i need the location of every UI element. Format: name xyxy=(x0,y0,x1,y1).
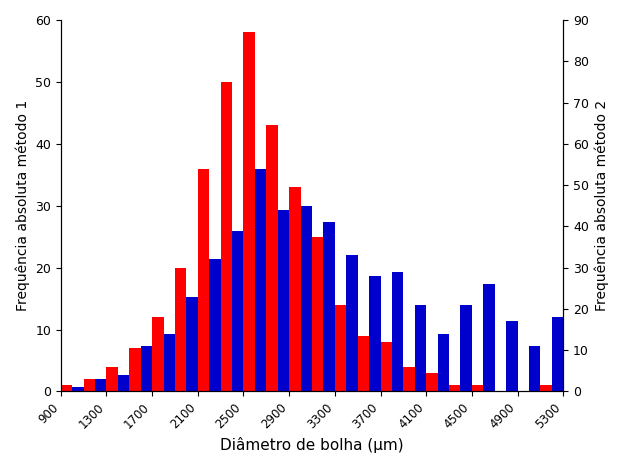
Bar xyxy=(175,268,187,392)
Bar xyxy=(278,210,289,392)
Bar xyxy=(129,348,141,392)
Bar xyxy=(243,32,255,392)
Y-axis label: Frequência absoluta método 1: Frequência absoluta método 1 xyxy=(15,100,29,311)
Bar xyxy=(461,305,472,392)
Bar xyxy=(141,346,152,392)
Bar xyxy=(209,259,221,392)
Bar xyxy=(301,206,312,392)
Bar xyxy=(483,284,495,392)
Bar xyxy=(72,388,84,392)
Bar xyxy=(163,334,175,392)
Bar xyxy=(107,367,118,392)
Bar xyxy=(426,373,437,392)
Bar xyxy=(118,375,129,392)
Bar xyxy=(221,82,232,392)
Bar xyxy=(392,272,403,392)
Bar xyxy=(84,379,95,392)
Bar xyxy=(506,322,517,392)
Bar xyxy=(381,342,392,392)
Bar xyxy=(335,305,346,392)
Bar xyxy=(187,297,198,392)
X-axis label: Diâmetro de bolha (μm): Diâmetro de bolha (μm) xyxy=(220,437,404,453)
Bar xyxy=(266,125,278,392)
Bar xyxy=(198,168,209,392)
Bar xyxy=(437,334,449,392)
Bar xyxy=(61,385,72,392)
Bar xyxy=(472,385,483,392)
Bar xyxy=(346,255,358,392)
Bar xyxy=(358,336,369,392)
Bar xyxy=(540,385,552,392)
Bar xyxy=(312,237,323,392)
Bar xyxy=(289,187,301,392)
Y-axis label: Frequência absoluta método 2: Frequência absoluta método 2 xyxy=(595,100,609,311)
Bar xyxy=(449,385,461,392)
Bar xyxy=(232,231,243,392)
Bar xyxy=(152,317,163,392)
Bar xyxy=(552,317,563,392)
Bar xyxy=(415,305,426,392)
Bar xyxy=(403,367,415,392)
Bar xyxy=(323,222,335,392)
Bar xyxy=(255,168,266,392)
Bar xyxy=(529,346,540,392)
Bar xyxy=(369,276,381,392)
Bar xyxy=(95,379,107,392)
